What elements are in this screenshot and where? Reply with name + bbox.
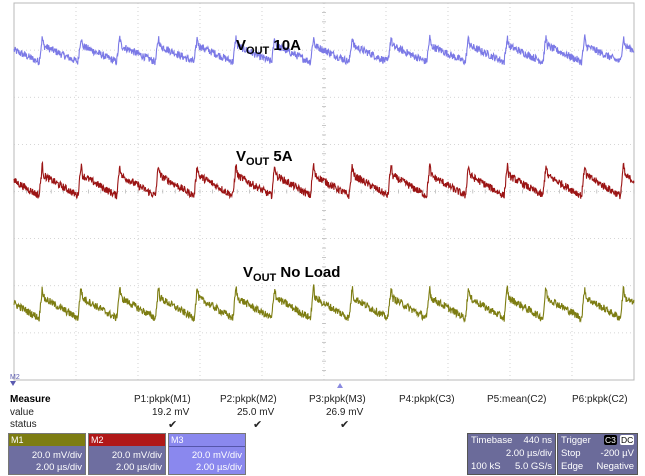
m2-marker-label: M2 (10, 374, 20, 381)
trace-labels: VOUT 10A VOUT 5A VOUT No Load (236, 37, 340, 284)
measure-title: Measure (10, 394, 51, 405)
m2-marker[interactable]: M2 (10, 374, 20, 386)
channel-m1-vdiv: 20.0 mV/div (32, 450, 82, 461)
waveform-series-3 (14, 285, 634, 322)
trigger-label: Trigger (561, 435, 591, 446)
param-p1-status-icon: ✔ (168, 418, 177, 431)
param-p2-name[interactable]: P2:pkpk(M2) (220, 394, 277, 405)
param-p2-value: 25.0 mV (237, 407, 274, 418)
timebase-samples: 100 kS (471, 461, 501, 472)
param-p4-name[interactable]: P4:pkpk(C3) (399, 394, 455, 405)
channel-m2-tdiv: 2.00 µs/div (116, 462, 162, 473)
param-p1-name[interactable]: P1:pkpk(M1) (134, 394, 191, 405)
channel-box-m3[interactable]: M3 20.0 mV/div 2.00 µs/div (168, 433, 246, 475)
channel-box-m3-header: M3 (169, 434, 245, 447)
timebase-tdiv: 2.00 µs/div (506, 448, 552, 459)
row-label-status: status (10, 419, 37, 430)
trigger-type: Edge (561, 461, 583, 472)
trigger-level: -200 µV (601, 448, 634, 459)
trigger-coupling-badge: DC (620, 435, 634, 445)
trigger-box[interactable]: Trigger C3 DC Stop -200 µV Edge Negative (557, 433, 638, 475)
channel-box-m1-header: M1 (9, 434, 85, 446)
channel-m3-tdiv: 2.00 µs/div (196, 462, 242, 473)
timebase-rate: 5.0 GS/s (515, 461, 552, 472)
trigger-mode: Stop (561, 448, 581, 459)
timebase-label: Timebase (471, 435, 512, 446)
param-p6-name[interactable]: P6:pkpk(C2) (572, 394, 628, 405)
trigger-source-badge: C3 (604, 435, 617, 445)
channel-info-bar: M1 20.0 mV/div 2.00 µs/div M2 20.0 mV/di… (0, 433, 645, 476)
param-p3-status-icon: ✔ (340, 418, 349, 431)
trace-label-no-load: VOUT No Load (243, 264, 340, 284)
param-p2-status-icon: ✔ (253, 418, 262, 431)
param-p3-name[interactable]: P3:pkpk(M3) (309, 394, 366, 405)
trigger-position-icon[interactable] (337, 383, 343, 388)
channel-box-m1[interactable]: M1 20.0 mV/div 2.00 µs/div (8, 433, 86, 475)
param-p1-value: 19.2 mV (152, 407, 189, 418)
channel-box-m2-header: M2 (89, 434, 165, 446)
waveform-series-2 (14, 163, 634, 200)
param-p5-name[interactable]: P5:mean(C2) (487, 394, 546, 405)
channel-m1-tdiv: 2.00 µs/div (36, 462, 82, 473)
channel-m2-vdiv: 20.0 mV/div (112, 450, 162, 461)
trace-label-5a: VOUT 5A (236, 148, 293, 168)
channel-m3-vdiv: 20.0 mV/div (192, 450, 242, 461)
trigger-slope: Negative (597, 461, 635, 472)
measure-panel: Measure value status P1:pkpk(M1) 19.2 mV… (0, 391, 645, 431)
channel-box-m2[interactable]: M2 20.0 mV/div 2.00 µs/div (88, 433, 166, 475)
param-p3-value: 26.9 mV (326, 407, 363, 418)
timebase-delay: 440 ns (523, 435, 552, 446)
row-label-value: value (10, 407, 34, 418)
m2-marker-arrow-icon (10, 381, 16, 386)
timebase-box[interactable]: Timebase 440 ns 2.00 µs/div 100 kS 5.0 G… (467, 433, 556, 475)
